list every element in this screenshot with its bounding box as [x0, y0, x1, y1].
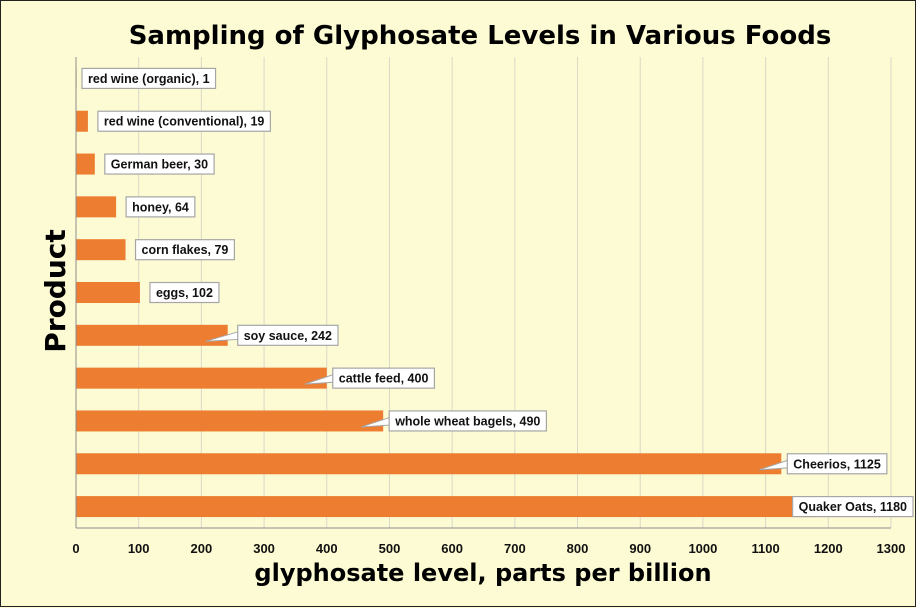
data-label: honey, 64: [125, 196, 196, 218]
chart-title: Sampling of Glyphosate Levels in Various…: [129, 21, 832, 51]
axes: [75, 57, 891, 529]
bar: [76, 239, 126, 261]
label-box: [125, 196, 196, 218]
data-label: corn flakes, 79: [134, 239, 235, 261]
bar: [76, 453, 782, 475]
label-box: [81, 67, 217, 90]
bar: [76, 367, 327, 389]
data-label: German beer, 30: [104, 153, 215, 175]
x-tick-label: 700: [504, 541, 526, 556]
data-label: eggs, 102: [149, 281, 220, 304]
data-label-text: whole wheat bagels, 490: [394, 414, 540, 428]
label-box: [786, 453, 888, 475]
bars: [76, 67, 816, 518]
label-box: [332, 367, 436, 389]
data-label: cattle feed, 400: [304, 367, 436, 389]
data-label-text: Cheerios, 1125: [793, 457, 881, 471]
data-label-text: cattle feed, 400: [339, 372, 429, 386]
bar: [76, 410, 384, 432]
data-label: red wine (conventional), 19: [97, 110, 271, 132]
data-label-text: red wine (organic), 1: [88, 72, 210, 86]
data-label: whole wheat bagels, 490: [361, 410, 547, 432]
data-label-text: honey, 64: [132, 200, 189, 214]
x-tick-label: 600: [441, 541, 463, 556]
data-label-text: Quaker Oats, 1180: [799, 500, 907, 514]
bar: [76, 496, 816, 518]
bar: [76, 196, 117, 218]
bar: [76, 153, 95, 175]
x-tick-label: 1100: [752, 541, 780, 556]
x-axis-title: glyphosate level, parts per billion: [254, 559, 711, 587]
label-box: [104, 153, 215, 175]
label-box: [237, 324, 339, 346]
label-box: [791, 495, 914, 518]
bar: [76, 282, 140, 303]
x-tick-label: 0: [72, 541, 79, 556]
x-tick-label: 800: [567, 541, 589, 556]
data-label-text: eggs, 102: [156, 286, 213, 300]
data-label-text: soy sauce, 242: [244, 329, 332, 343]
data-label: Quaker Oats, 1180: [791, 495, 914, 518]
data-labels: red wine (organic), 1 red wine (conventio…: [81, 67, 914, 518]
y-axis-title: Product: [39, 229, 72, 353]
bar: [76, 324, 228, 346]
data-label: soy sauce, 242: [205, 324, 339, 346]
grid-lines: [138, 57, 892, 528]
x-tick-label: 100: [128, 541, 150, 556]
data-label: red wine (organic), 1: [81, 67, 217, 90]
label-box: [97, 110, 271, 132]
x-tick-label: 200: [191, 541, 213, 556]
bar: [76, 110, 88, 132]
x-tick-labels: 0 100 200 300 400 500 600 700 800 900 1000 1100 1200…: [72, 541, 905, 556]
x-tick-label: 500: [379, 541, 401, 556]
x-tick-label: 300: [253, 541, 275, 556]
x-tick-label: 1300: [877, 541, 906, 556]
x-tick-label: 400: [316, 541, 338, 556]
data-label-text: German beer, 30: [111, 158, 208, 172]
x-tick-label: 1200: [814, 541, 843, 556]
data-label: Cheerios, 1125: [759, 453, 888, 475]
label-box: [149, 281, 220, 304]
label-box: [134, 239, 235, 261]
data-label-text: red wine (conventional), 19: [104, 115, 264, 129]
x-tick-label: 900: [629, 541, 651, 556]
x-tick-label: 1000: [688, 541, 717, 556]
label-box: [388, 410, 547, 432]
data-label-text: corn flakes, 79: [142, 243, 229, 257]
